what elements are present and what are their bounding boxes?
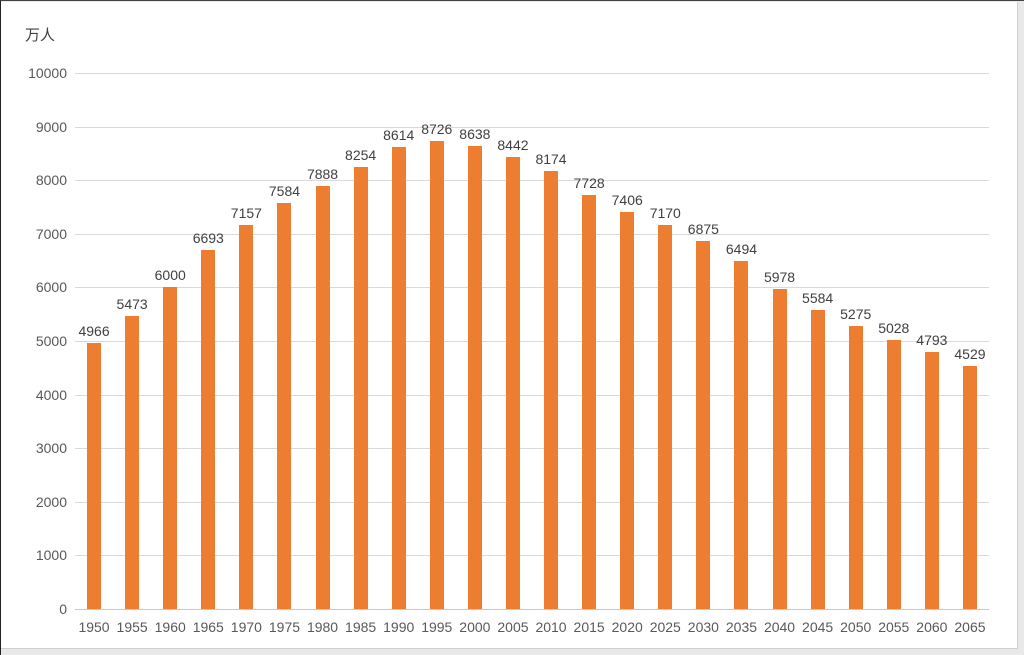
gridline — [75, 287, 989, 289]
bar-value-label: 6494 — [725, 240, 758, 257]
x-tick-label: 2020 — [611, 619, 643, 635]
bar-value-label: 8254 — [345, 146, 377, 163]
bar-value-label: 6875 — [687, 220, 719, 237]
y-tick-label: 0 — [59, 601, 67, 617]
bar-1955 — [125, 315, 140, 609]
x-tick-label: 2000 — [459, 619, 491, 635]
bar-value-label: 5473 — [116, 295, 148, 312]
bar-1950 — [87, 342, 102, 609]
gridline — [75, 394, 989, 396]
bar-2040 — [772, 288, 787, 609]
x-tick-label: 1950 — [78, 619, 110, 635]
bar-1970 — [239, 225, 254, 609]
bar-1980 — [315, 186, 330, 609]
bar-2030 — [696, 240, 711, 609]
x-tick-label: 1990 — [383, 619, 415, 635]
bar-value-label: 5028 — [878, 319, 910, 336]
bar-value-label: 7157 — [230, 205, 262, 222]
gridline — [75, 501, 989, 503]
gridline — [75, 341, 989, 342]
y-tick-label: 1000 — [35, 547, 67, 564]
gridline — [75, 448, 989, 450]
x-tick-label: 1995 — [421, 619, 453, 635]
x-tick-label: 1970 — [230, 619, 262, 635]
bar-value-label: 7728 — [573, 174, 605, 191]
y-axis-unit-label: 万人 — [25, 27, 56, 44]
x-tick-label: 2010 — [535, 619, 567, 635]
bar-value-label: 8726 — [421, 121, 453, 138]
gridline — [75, 180, 989, 182]
bar-1965 — [201, 250, 216, 609]
x-tick-label: 2050 — [840, 619, 872, 635]
bar-value-label: 7584 — [268, 182, 301, 199]
bar-2000 — [467, 146, 482, 609]
x-tick-label: 2055 — [878, 619, 910, 635]
bar-value-label: 6000 — [154, 267, 186, 284]
bar-2025 — [658, 224, 673, 609]
bar-2005 — [505, 156, 520, 609]
x-tick-label: 2045 — [802, 619, 834, 635]
bar-value-label: 7170 — [649, 204, 681, 221]
y-tick-label: 5000 — [35, 333, 67, 349]
y-tick-label: 3000 — [35, 440, 67, 457]
y-tick-label: 7000 — [35, 225, 67, 242]
y-tick-label: 10000 — [28, 65, 67, 81]
bar-value-label: 4966 — [78, 322, 110, 339]
x-tick-label: 1980 — [306, 619, 339, 635]
bar-2060 — [924, 352, 939, 609]
bar-2055 — [886, 339, 901, 609]
bar-value-label: 4529 — [954, 346, 986, 363]
bar-2065 — [962, 366, 977, 609]
x-tick-label: 2065 — [954, 619, 986, 635]
bar-value-label: 4793 — [916, 332, 948, 349]
x-tick-label: 2030 — [687, 619, 719, 635]
x-tick-label: 2015 — [573, 619, 605, 635]
x-tick-label: 2005 — [497, 619, 529, 635]
bar-2020 — [620, 212, 635, 609]
gridline — [75, 233, 989, 235]
bar-2050 — [848, 326, 863, 609]
x-tick-label: 2025 — [649, 619, 681, 635]
y-tick-label: 9000 — [35, 118, 67, 135]
x-tick-label: 2035 — [725, 619, 758, 635]
bar-1985 — [353, 166, 368, 609]
x-tick-label: 1985 — [345, 619, 377, 635]
bar-2035 — [734, 260, 749, 609]
bar-2015 — [582, 194, 597, 609]
y-tick-label: 2000 — [35, 493, 67, 510]
plot-area: 4966 5473 6000 6693 7157 7584 7888 8254 8614 8726… — [75, 73, 989, 610]
x-tick-label: 1975 — [268, 619, 301, 635]
bar-value-label: 7888 — [306, 166, 339, 183]
bar-value-label: 8442 — [497, 136, 529, 153]
bar-2045 — [810, 309, 825, 609]
bar-value-label: 5978 — [763, 268, 796, 285]
y-tick-label: 6000 — [35, 279, 67, 296]
x-tick-label: 2040 — [763, 619, 796, 635]
bar-1975 — [277, 202, 292, 609]
y-tick-label: 8000 — [35, 172, 67, 189]
bar-value-label: 5584 — [802, 289, 834, 306]
x-tick-label: 1955 — [116, 619, 148, 635]
x-axis-line — [75, 609, 989, 610]
bar-value-label: 8174 — [535, 150, 567, 167]
x-tick-label: 1965 — [192, 619, 224, 635]
gridline — [75, 126, 989, 128]
bar-value-label: 6693 — [192, 230, 224, 247]
x-tick-label: 1960 — [154, 619, 186, 635]
gridline — [75, 555, 989, 557]
bar-value-label: 7406 — [611, 192, 643, 209]
bar-2010 — [544, 170, 559, 609]
y-tick-label: 4000 — [35, 386, 67, 403]
gridline — [75, 73, 989, 74]
bar-1990 — [391, 147, 406, 609]
bar-value-label: 8638 — [459, 126, 491, 143]
x-tick-label: 2060 — [916, 619, 948, 635]
bar-1960 — [163, 287, 178, 609]
bar-value-label: 5275 — [840, 306, 872, 323]
bar-value-label: 8614 — [383, 127, 415, 144]
bar-1995 — [429, 141, 444, 609]
